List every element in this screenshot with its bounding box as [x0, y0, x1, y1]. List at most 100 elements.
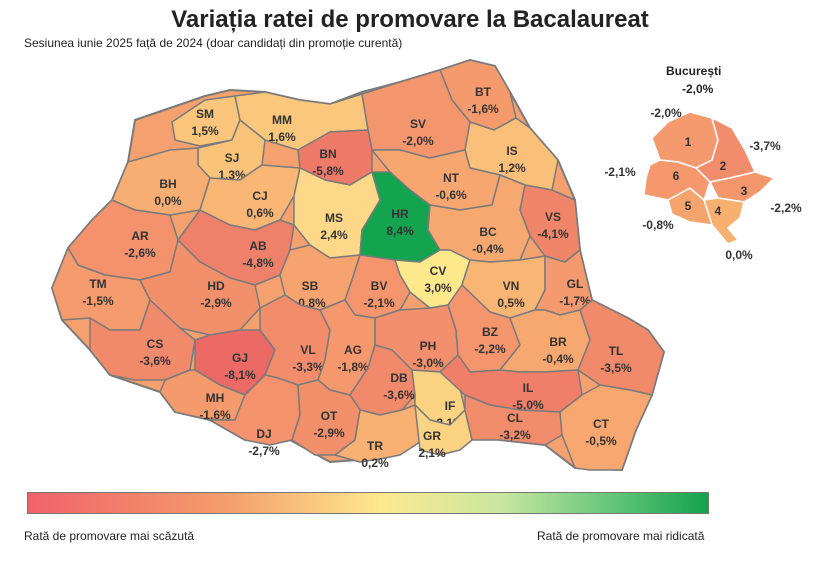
sector-value-label: 0,0% — [725, 248, 753, 262]
county-code-label: GR — [423, 429, 441, 443]
county-value-label: -0,6% — [435, 188, 467, 202]
county-value-label: -1,5% — [82, 294, 114, 308]
county-code-label: SM — [196, 107, 214, 121]
county-shape-cl — [464, 394, 563, 446]
county-code-label: MH — [206, 391, 225, 405]
sector-number-label: 2 — [720, 159, 727, 173]
scale-high-label: Rată de promovare mai ridicată — [537, 529, 705, 543]
county-value-label: 1,6% — [268, 130, 296, 144]
county-value-label: 8,4% — [386, 224, 414, 238]
county-value-label: -0,4% — [542, 352, 574, 366]
county-code-label: VS — [545, 210, 561, 224]
county-value-label: -3,6% — [139, 354, 171, 368]
county-code-label: DJ — [256, 427, 271, 441]
county-code-label: SB — [302, 279, 319, 293]
county-code-label: TM — [89, 277, 106, 291]
county-shape-ct — [559, 384, 653, 471]
county-code-label: IF — [445, 399, 456, 413]
county-bz: BZ -2,2% — [447, 284, 521, 373]
county-code-label: PH — [420, 339, 437, 353]
county-code-label: CT — [593, 417, 610, 431]
county-bh: BH 0,0% — [111, 147, 211, 216]
county-value-label: -0,4% — [472, 242, 504, 256]
county-code-label: CS — [147, 337, 164, 351]
county-gl: GL -1,7% — [534, 249, 593, 316]
county-sm: SM 1,5% — [171, 95, 241, 147]
sector-value-label: -2,1% — [604, 165, 636, 179]
bucharest-sector-2: 2 -3,7% — [694, 116, 781, 183]
county-value-label: -4,8% — [242, 256, 274, 270]
county-code-label: VN — [503, 279, 520, 293]
sector-value-label: -0,8% — [642, 218, 674, 232]
county-code-label: TR — [367, 439, 383, 453]
county-value-label: -4,1% — [537, 227, 569, 241]
county-value-label: -5,8% — [312, 164, 344, 178]
county-code-label: IS — [506, 144, 517, 158]
map-title: Variația ratei de promovare la Bacalaure… — [171, 6, 649, 33]
county-code-label: GL — [567, 277, 584, 291]
county-value-label: -2,9% — [313, 426, 345, 440]
county-br: BR -0,4% — [499, 309, 591, 373]
bucharest-sector-4: 4 0,0% — [703, 197, 753, 262]
county-code-label: GJ — [232, 351, 248, 365]
county-code-label: OT — [321, 409, 338, 423]
bucharest-total: -2,0% — [682, 82, 714, 96]
county-value-label: 0,5% — [497, 296, 525, 310]
county-value-label: -8,1% — [224, 368, 256, 382]
county-cl: CL -3,2% — [464, 394, 563, 446]
county-shape-cs — [89, 299, 196, 381]
county-code-label: BN — [319, 147, 336, 161]
county-code-label: SJ — [225, 151, 240, 165]
county-value-label: -3,2% — [499, 428, 531, 442]
county-bn: BN -5,8% — [297, 129, 373, 186]
county-code-label: BH — [159, 177, 176, 191]
county-code-label: SV — [410, 117, 426, 131]
map-subtitle: Sesiunea iunie 2025 față de 2024 (doar c… — [24, 36, 403, 50]
county-code-label: MS — [325, 211, 343, 225]
county-code-label: AB — [249, 239, 267, 253]
county-code-label: HD — [207, 279, 225, 293]
county-value-label: -5,0% — [512, 398, 544, 412]
sector-number-label: 5 — [685, 199, 692, 213]
county-value-label: 3,0% — [424, 281, 452, 295]
county-ph: PH -3,0% — [374, 304, 459, 373]
county-code-label: DB — [390, 371, 408, 385]
county-code-label: BV — [371, 279, 388, 293]
county-value-label: 2,4% — [320, 228, 348, 242]
county-value-label: 1,5% — [191, 124, 219, 138]
county-value-label: -1,6% — [467, 102, 499, 116]
sector-number-label: 3 — [741, 184, 748, 198]
county-code-label: CL — [507, 411, 523, 425]
bucharest-title: București — [666, 64, 722, 78]
county-code-label: AG — [344, 343, 362, 357]
county-value-label: -2,2% — [474, 342, 506, 356]
county-code-label: CV — [430, 264, 447, 278]
county-value-label: -3,5% — [600, 361, 632, 375]
county-db: DB -3,6% — [349, 344, 416, 416]
county-value-label: -0,5% — [585, 434, 617, 448]
county-ct: CT -0,5% — [559, 384, 653, 471]
county-code-label: VL — [300, 343, 315, 357]
county-bv: BV -2,1% — [344, 254, 411, 319]
county-value-label: -2,9% — [200, 296, 232, 310]
county-ot: OT -2,9% — [291, 379, 361, 456]
sector-number-label: 6 — [673, 169, 680, 183]
county-value-label: -1,7% — [559, 294, 591, 308]
county-code-label: HR — [391, 207, 409, 221]
county-ms: MS 2,4% — [293, 167, 381, 259]
county-code-label: MM — [272, 113, 292, 127]
county-cs: CS -3,6% — [89, 299, 196, 381]
county-value-label: 0,0% — [154, 194, 182, 208]
county-code-label: NT — [443, 171, 460, 185]
county-code-label: BZ — [482, 325, 498, 339]
county-cj: CJ 0,6% — [199, 164, 301, 231]
county-value-label: -2,7% — [248, 444, 280, 458]
county-code-label: BR — [549, 335, 567, 349]
county-code-label: TL — [609, 344, 624, 358]
county-mh: MH -1,6% — [159, 369, 246, 422]
county-bt: BT -1,6% — [439, 59, 517, 131]
sector-value-label: -2,2% — [770, 201, 802, 215]
county-value-label: 0,6% — [246, 206, 274, 220]
sector-value-label: -3,7% — [749, 139, 781, 153]
